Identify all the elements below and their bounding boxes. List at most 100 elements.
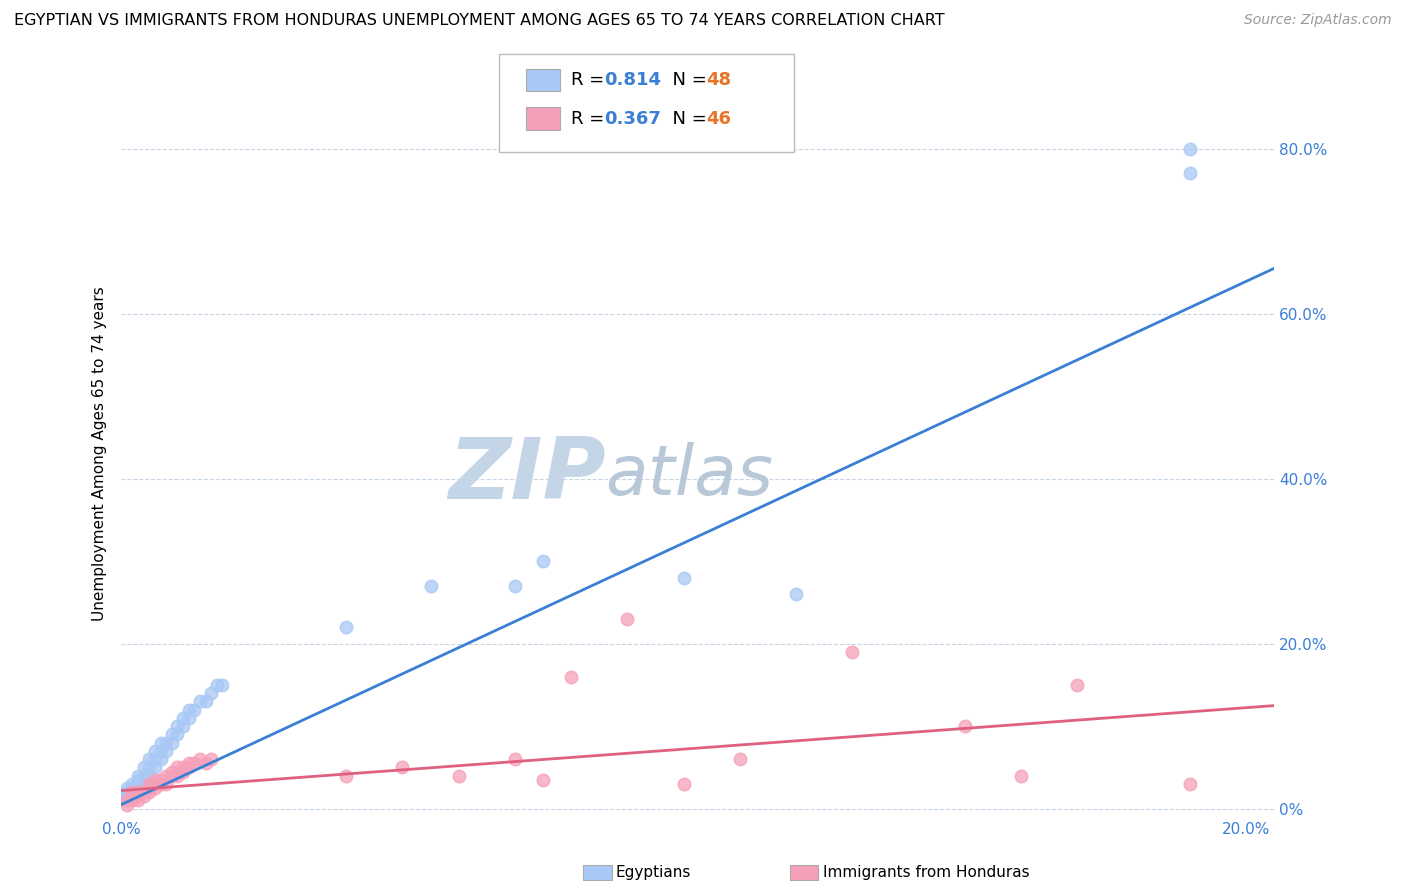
Point (785, 587, 807, 601)
Point (121, 785, 143, 799)
Point (138, 777, 160, 791)
Point (1010, 769, 1032, 783)
Point (127, 777, 149, 791)
Point (115, 793, 138, 807)
Point (127, 793, 149, 807)
Point (160, 727, 183, 741)
Point (672, 777, 695, 791)
Point (616, 612, 638, 626)
Point (172, 711, 194, 725)
Point (160, 764, 183, 779)
Point (121, 789, 143, 804)
Point (172, 719, 194, 733)
Point (132, 769, 155, 783)
Text: R =: R = (571, 110, 610, 128)
Point (177, 703, 200, 717)
Point (143, 772, 166, 787)
Point (335, 769, 357, 783)
Point (132, 789, 155, 804)
Point (1178, 777, 1201, 791)
Point (155, 744, 177, 758)
Point (121, 777, 143, 791)
Point (447, 769, 470, 783)
Point (953, 719, 976, 733)
Point (335, 620, 357, 634)
Point (166, 727, 188, 741)
Point (149, 752, 172, 766)
Text: 46: 46 (706, 110, 731, 128)
Point (1178, 166, 1201, 180)
Text: N =: N = (661, 71, 713, 89)
Point (183, 703, 205, 717)
Text: N =: N = (661, 110, 713, 128)
Point (160, 736, 183, 750)
Point (194, 694, 217, 708)
Point (177, 760, 200, 774)
Point (127, 789, 149, 804)
Point (160, 769, 183, 783)
Point (121, 789, 143, 804)
Point (132, 785, 155, 799)
Point (138, 785, 160, 799)
Point (166, 719, 188, 733)
Point (183, 756, 205, 771)
Point (138, 752, 160, 766)
Text: EGYPTIAN VS IMMIGRANTS FROM HONDURAS UNEMPLOYMENT AMONG AGES 65 TO 74 YEARS CORR: EGYPTIAN VS IMMIGRANTS FROM HONDURAS UNE… (14, 13, 945, 29)
Point (115, 789, 138, 804)
Point (211, 678, 233, 692)
Point (188, 694, 211, 708)
Point (200, 752, 222, 766)
Text: Immigrants from Honduras: Immigrants from Honduras (823, 865, 1029, 880)
Point (127, 785, 149, 799)
Point (143, 760, 166, 774)
Text: R =: R = (571, 71, 610, 89)
Point (115, 785, 138, 799)
Point (115, 781, 138, 796)
Point (177, 711, 200, 725)
Point (138, 769, 160, 783)
Point (560, 670, 582, 684)
Point (1066, 678, 1088, 692)
Point (172, 760, 194, 774)
Point (172, 764, 194, 779)
Point (149, 736, 172, 750)
Point (200, 686, 222, 700)
Point (121, 785, 143, 799)
Point (728, 752, 751, 766)
Point (194, 756, 217, 771)
Text: 0.814: 0.814 (605, 71, 662, 89)
Point (155, 736, 177, 750)
Point (127, 781, 149, 796)
Point (115, 793, 138, 807)
Y-axis label: Unemployment Among Ages 65 to 74 years: Unemployment Among Ages 65 to 74 years (93, 286, 107, 622)
Point (419, 579, 441, 593)
Point (503, 752, 526, 766)
Point (155, 777, 177, 791)
Text: Source: ZipAtlas.com: Source: ZipAtlas.com (1244, 13, 1392, 28)
Point (205, 678, 228, 692)
Point (143, 744, 166, 758)
Point (503, 579, 526, 593)
Point (672, 571, 695, 585)
Point (138, 781, 160, 796)
Point (166, 760, 188, 774)
Text: 48: 48 (706, 71, 731, 89)
Point (155, 769, 177, 783)
Point (127, 772, 149, 787)
Point (391, 760, 413, 774)
Text: ZIP: ZIP (449, 434, 606, 517)
Point (132, 777, 155, 791)
Point (121, 781, 143, 796)
Point (115, 797, 138, 812)
Point (138, 760, 160, 774)
Point (121, 793, 143, 807)
Point (188, 752, 211, 766)
Point (149, 777, 172, 791)
Point (531, 554, 554, 568)
Text: Egyptians: Egyptians (616, 865, 692, 880)
Point (531, 772, 554, 787)
Point (841, 645, 863, 659)
Text: 0.367: 0.367 (605, 110, 661, 128)
Point (143, 781, 166, 796)
Point (166, 769, 188, 783)
